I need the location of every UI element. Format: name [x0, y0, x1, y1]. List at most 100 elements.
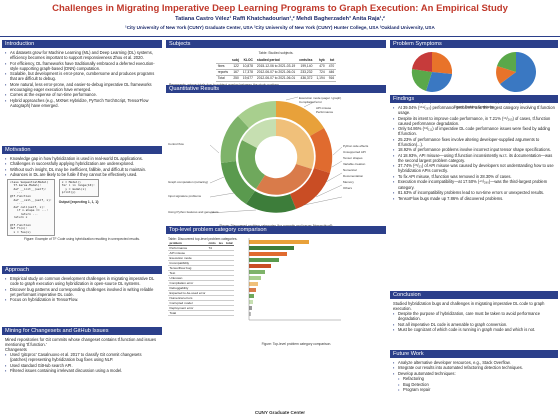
ring-segment [276, 119, 314, 169]
table-cell [217, 270, 225, 276]
table-cell [206, 280, 218, 286]
subjects-section: Subjects Table: Studied subjects. subj K… [166, 40, 386, 90]
table-cell: Numerical errors [168, 295, 207, 301]
pie-slice [496, 66, 516, 84]
table-cell [206, 270, 218, 276]
list-item: Empirical study on common development ch… [5, 276, 159, 286]
chart-label: Variable creation [343, 162, 366, 166]
table-row: Test [168, 270, 235, 276]
chart-label: API misuse [316, 106, 332, 110]
list-item: Without such insight, DL may be ineffici… [5, 167, 159, 172]
table-row: fixes 122 10,878 2015-12-06 to 2021-03-1… [215, 63, 337, 71]
ring-segment [238, 101, 276, 128]
table-cell [224, 300, 235, 306]
output-label: Output [expecting 1, 1, 1]: [58, 199, 100, 204]
pie-slice [500, 52, 536, 92]
table-row: reports 167 17,378 2012-06-07 to 2021-06… [215, 69, 337, 77]
chart-label: Execution mode (eager / graph) [299, 96, 341, 100]
figure-caption: Figure: Example of TF Code using hybridi… [24, 237, 140, 242]
code-figure: class SequentialModel( tf.keras.Model): … [7, 178, 157, 237]
code-listing-left: class SequentialModel( tf.keras.Model): … [7, 178, 55, 237]
comparison-chart-wrap: Figure: Top-level problem category compa… [241, 236, 351, 346]
table-row: Execution mode [168, 255, 235, 261]
chart-label: Memory [343, 180, 354, 184]
table-cell: API misuse [168, 250, 207, 256]
header-rule [0, 36, 560, 37]
table-cell: Corrupted model [168, 300, 207, 306]
bar [249, 252, 288, 256]
table-cell: 436,372 [297, 75, 315, 83]
section-heading: Top-level problem category comparison [166, 226, 386, 234]
section-heading: Subjects [166, 40, 386, 48]
figure-caption: Figure: Top-level problem category compa… [261, 342, 332, 346]
chart-label: Documentation [343, 174, 364, 178]
list-item: Filtered issues containing irrelevant di… [5, 368, 159, 373]
bar [249, 264, 272, 268]
table-cell: 74 [206, 245, 218, 251]
table-cell [217, 250, 225, 256]
chart-label: Using Python features and generators [168, 210, 219, 214]
ring-segment [246, 191, 296, 213]
list-subitem: Program repair [393, 387, 555, 392]
list-item: 37.74% (²⁰/₅₃) of API misuse was caused … [393, 163, 555, 173]
table-cell: Compilation error [168, 280, 207, 286]
list-item: Discover bug patterns and corresponding … [5, 287, 159, 297]
section-body: As datasets grow for Machine Learning (M… [2, 48, 162, 109]
table-cell [224, 245, 235, 251]
code-right-group: x = Model() for i in range(10): y = mode… [58, 178, 100, 237]
table-header [215, 58, 231, 65]
leader-lines [209, 96, 343, 214]
table-row: Total 250 19,677 2012-06-07 to 2021-06-0… [215, 75, 337, 83]
section-body: Studied hybridization bugs and challenge… [390, 299, 558, 334]
chart-label: Numerical [343, 168, 357, 172]
pie-slice [412, 51, 432, 72]
table-cell [224, 260, 235, 266]
section-heading: Mining for Changesets and GitHub Issues [2, 327, 162, 335]
table-cell [206, 290, 218, 296]
table-cell [217, 310, 225, 316]
table-cell: Expected to-be-used error [168, 290, 207, 296]
pie-slice [426, 72, 452, 92]
ring-segment [310, 128, 333, 173]
table-cell [224, 275, 235, 281]
section-heading: Quantitative Results [166, 85, 386, 93]
pie-slice [432, 51, 453, 74]
table-cell [224, 270, 235, 276]
table-header: iss [217, 241, 225, 246]
chart-label: Input signature problems [168, 194, 202, 198]
table-cell [217, 290, 225, 296]
ring-segment [242, 119, 276, 148]
table-row: Unknown [168, 275, 235, 281]
table-cell [224, 305, 235, 311]
poster-footer: CUNY Graduate Center [254, 410, 306, 415]
section-heading: Findings [390, 95, 558, 103]
table-cell: 122 [230, 63, 241, 71]
bar [249, 294, 255, 298]
table-cell [217, 305, 225, 311]
sunburst-chart: Execution mode (eager / graph) Compilati… [168, 96, 369, 214]
table-cell: 250 [230, 75, 241, 83]
sunburst-rings [209, 96, 343, 214]
table-cell: Debuggability [168, 285, 207, 291]
table-cell: Total [168, 310, 207, 316]
table-header: studied period [254, 58, 298, 65]
table-cell [224, 265, 235, 271]
bar [249, 288, 257, 292]
list-item: TensorFlow bugs made up 7.86% of discove… [393, 196, 555, 201]
section-heading: Future Work [390, 350, 558, 358]
table-cell: 233,232 [297, 69, 315, 77]
list-item: Develop automated techniques: [393, 371, 555, 376]
mining-section: Mining for Changesets and GitHub Issues … [2, 327, 162, 375]
table-cell: 17,378 [240, 69, 255, 77]
table-cell [217, 285, 225, 291]
bar [249, 306, 253, 310]
table-cell [217, 260, 225, 266]
quantitative-section: Quantitative Results [166, 85, 386, 228]
api-pie-wrap: (a) API problems. [402, 50, 462, 104]
table-row: Deployment error [168, 305, 235, 311]
table-cell: 2012-06-07 to 2021-06-01 [254, 75, 298, 83]
conclusion-section: Conclusion Studied hybridization bugs an… [390, 291, 558, 334]
mining-intro: Mined repositories for Git commits whose… [5, 337, 157, 348]
table-cell: Deployment error [168, 305, 207, 311]
table-cell [206, 310, 218, 316]
